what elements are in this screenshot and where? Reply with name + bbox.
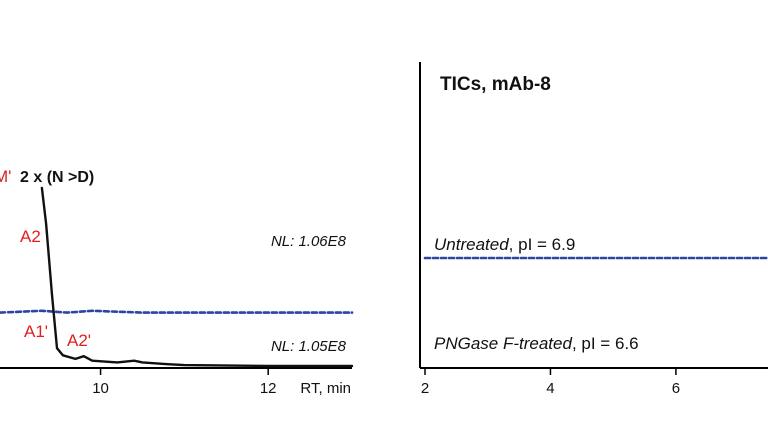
series-label-untreated: Untreated, pI = 6.9: [434, 235, 575, 254]
right-x-tick-label-6: 6: [672, 380, 680, 397]
peak-label-a2: A2: [20, 227, 41, 246]
left-series-group: [0, 186, 354, 368]
right-x-ticks: 2 4 6: [421, 368, 680, 397]
glyco-annotation: 2 x (N >D): [20, 169, 94, 186]
nl-label-solid: NL: 1.05E8: [271, 338, 347, 355]
left-x-tick-label-10: 10: [92, 380, 109, 397]
series-label-pngase: PNGase F-treated, pI = 6.6: [434, 334, 639, 353]
left-series-line-0: [0, 309, 354, 314]
untreated-pi: , pI = 6.9: [509, 235, 576, 254]
left-series-line-1: [40, 186, 354, 368]
untreated-name: Untreated: [434, 235, 509, 254]
right-x-tick-label-2: 2: [421, 380, 429, 397]
right-chart-title: TICs, mAb-8: [440, 74, 551, 95]
right-x-tick-label-4: 4: [546, 380, 554, 397]
left-chart-panel: 10 12 M' 2 x (N >D) A2 A1' A2' NL: 1.06E8…: [0, 167, 354, 397]
left-x-axis-title: RT, min: [300, 380, 351, 397]
pngase-pi: , pI = 6.6: [572, 334, 639, 353]
peak-label-m: M': [0, 167, 11, 186]
left-x-tick-label-12: 12: [260, 380, 277, 397]
left-x-ticks: 10 12: [92, 368, 277, 397]
peak-label-a2-prime: A2': [67, 331, 91, 350]
nl-label-dashed: NL: 1.06E8: [271, 233, 347, 250]
right-chart-panel: 2 4 6 TICs, mAb-8 Untreated, pI = 6.9 PNGa…: [419, 62, 768, 397]
pngase-name: PNGase F-treated: [434, 334, 572, 353]
peak-label-a1-prime: A1': [24, 322, 48, 341]
